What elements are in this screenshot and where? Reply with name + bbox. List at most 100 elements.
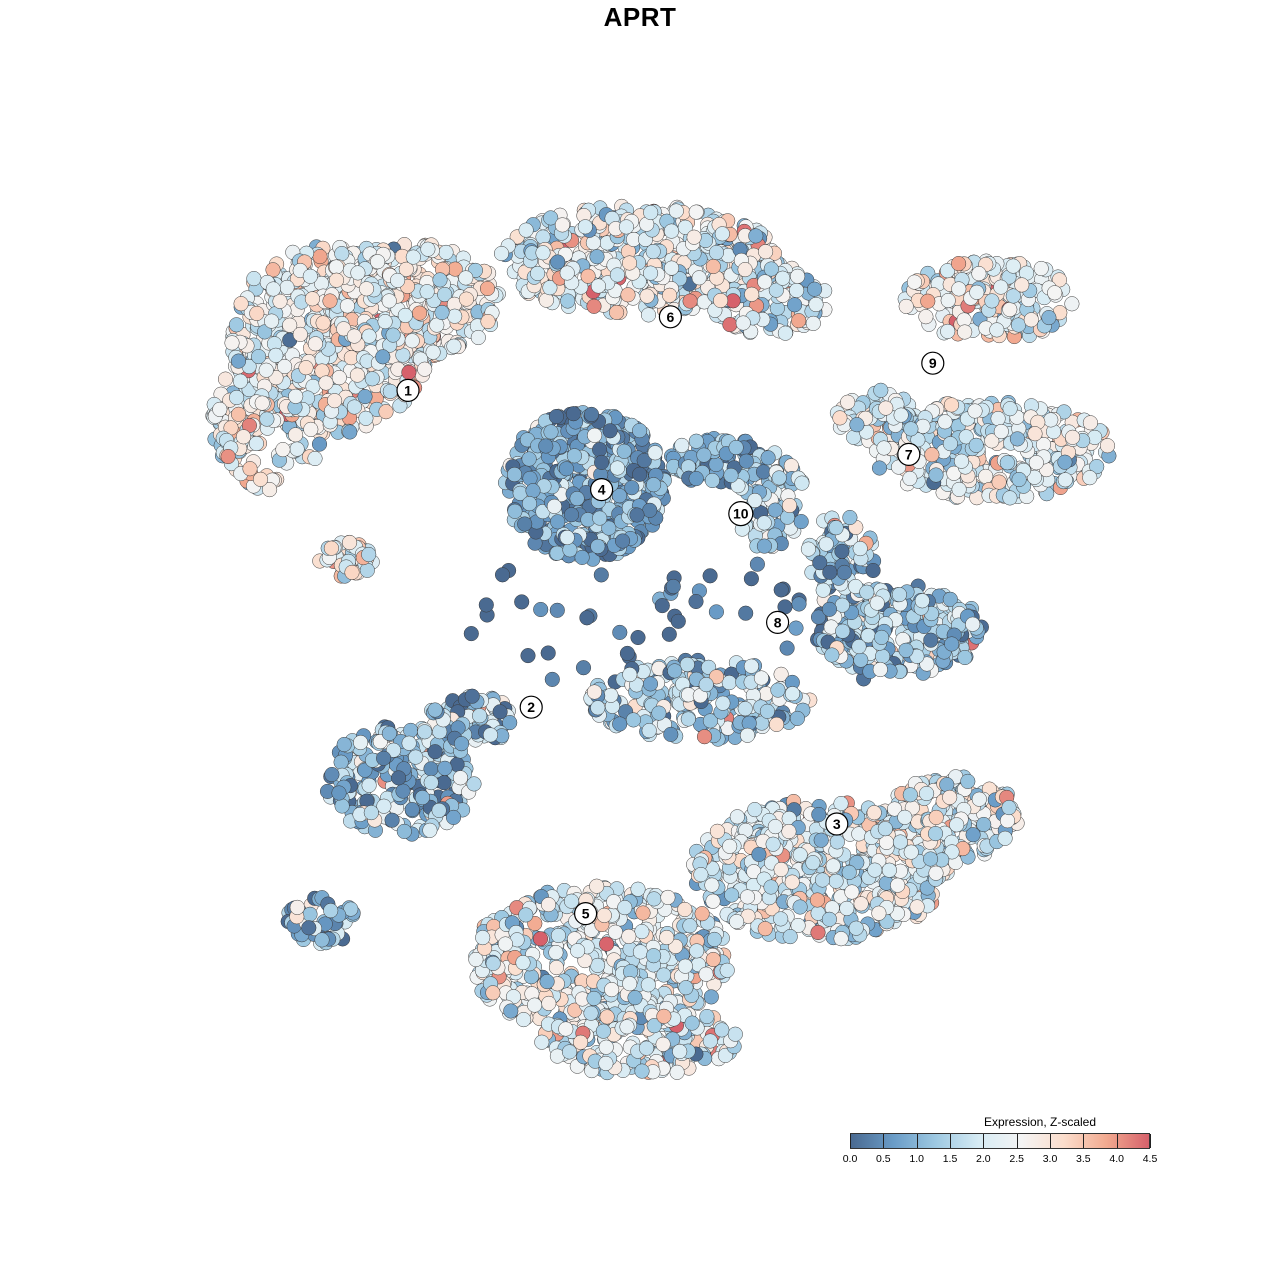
cell-point: [382, 383, 398, 399]
cell-point: [790, 268, 806, 284]
cell-point: [420, 241, 436, 257]
cell-point: [579, 610, 595, 626]
cell-point: [592, 442, 608, 458]
cell-point: [679, 656, 695, 673]
cell-point: [548, 944, 564, 961]
cell-point: [747, 802, 763, 818]
cell-point: [612, 624, 628, 640]
cell-point: [828, 520, 844, 536]
cell-point: [523, 969, 539, 985]
cell-point: [478, 597, 494, 613]
cell-point: [518, 907, 534, 923]
cell-point: [805, 855, 821, 871]
cell-point: [359, 562, 375, 578]
cell-point: [541, 995, 557, 1011]
cell-point: [721, 675, 737, 691]
cell-point: [873, 382, 889, 398]
cell-point: [599, 936, 615, 952]
cell-point: [968, 437, 984, 453]
cell-point: [841, 864, 857, 880]
cell-point: [302, 906, 318, 922]
cell-point: [417, 361, 433, 377]
cell-point: [593, 567, 609, 583]
cell-point: [358, 410, 374, 426]
cell-point: [560, 293, 576, 309]
cell-point: [458, 270, 474, 286]
cell-point: [738, 605, 754, 621]
cell-point: [344, 564, 360, 580]
cell-point: [595, 1023, 611, 1039]
cell-point: [846, 429, 862, 445]
cell-point: [654, 598, 670, 614]
cell-point: [1057, 472, 1073, 488]
cell-point: [655, 1036, 671, 1052]
cell-point: [432, 272, 448, 288]
cell-point: [792, 847, 808, 863]
cell-point: [791, 313, 807, 329]
cell-point: [777, 325, 793, 341]
cell-point: [485, 955, 501, 971]
cell-point: [599, 1009, 615, 1025]
cell-point: [349, 367, 365, 383]
cell-point: [311, 436, 328, 452]
cell-point: [427, 744, 443, 760]
cell-point: [324, 766, 340, 783]
cell-point: [951, 481, 967, 497]
cell-point: [928, 467, 944, 483]
cell-point: [789, 282, 805, 298]
cell-point: [621, 928, 637, 944]
cell-point: [811, 806, 827, 823]
cell-point: [361, 777, 377, 793]
cell-point: [514, 594, 530, 610]
cell-point: [1010, 317, 1027, 333]
cell-point: [533, 601, 549, 618]
cell-point: [789, 710, 805, 726]
cell-point: [825, 858, 841, 874]
cell-point: [767, 502, 783, 518]
cell-point: [696, 729, 713, 745]
cell-point: [923, 632, 939, 648]
cell-point: [942, 436, 958, 452]
cell-point: [643, 204, 659, 221]
cell-point: [698, 966, 714, 982]
cell-point: [663, 223, 680, 239]
cell-point: [940, 292, 956, 309]
cell-point: [828, 873, 844, 889]
cell-point: [603, 687, 619, 703]
cell-point: [677, 901, 693, 918]
cell-point: [232, 373, 248, 389]
cell-point: [939, 777, 955, 793]
cell-point: [233, 296, 249, 312]
cell-point: [521, 451, 537, 467]
cell-point: [674, 437, 690, 453]
cell-point: [688, 593, 704, 610]
cell-point: [743, 658, 759, 674]
cell-point: [231, 406, 247, 422]
cell-point: [724, 887, 740, 903]
cell-point: [705, 893, 721, 909]
cell-point: [437, 760, 453, 776]
cell-point: [423, 761, 439, 777]
cell-point: [590, 957, 606, 973]
cell-point: [301, 920, 317, 936]
cell-point: [749, 556, 765, 572]
cell-point: [800, 541, 816, 557]
cell-point: [787, 297, 803, 313]
cell-point: [304, 291, 320, 307]
cell-point: [702, 1033, 718, 1049]
cell-point: [575, 660, 592, 676]
cell-point: [865, 562, 881, 579]
cell-point: [312, 249, 328, 265]
cell-point: [714, 1022, 730, 1038]
cell-point: [427, 702, 443, 718]
cell-point: [1099, 438, 1116, 454]
cell-point: [538, 292, 554, 308]
cell-point: [651, 705, 667, 721]
cell-point: [708, 604, 724, 620]
cell-point: [706, 931, 722, 947]
cell-point: [646, 891, 662, 907]
cell-point: [403, 722, 419, 738]
cell-point: [668, 203, 684, 219]
cell-point: [704, 472, 720, 489]
cell-point: [661, 626, 677, 642]
